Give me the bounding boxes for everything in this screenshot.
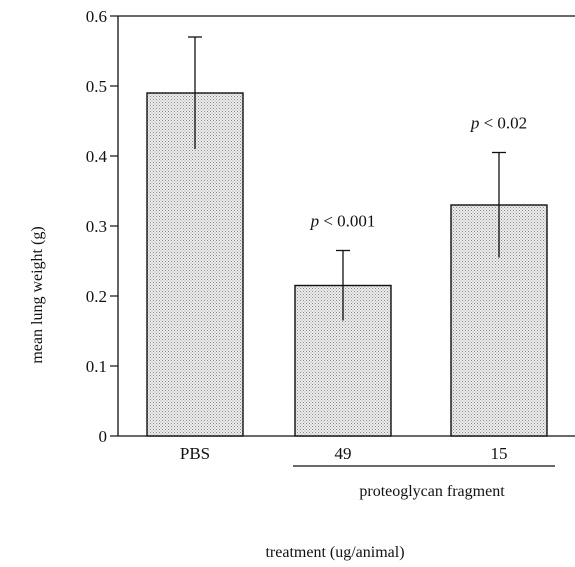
bar-15 — [450, 204, 548, 437]
y-tick-label: 0.5 — [86, 77, 107, 96]
x-tick-label-15: 15 — [491, 444, 508, 463]
y-axis: 0 0.1 0.2 0.3 0.4 0.5 0.6 — [86, 7, 118, 446]
y-tick-label: 0.6 — [86, 7, 107, 26]
y-tick-label: 0 — [99, 427, 108, 446]
x-axis-title: treatment (ug/animal) — [265, 544, 404, 561]
p-value-49: p < 0.001 — [310, 212, 376, 231]
x-tick-label-49: 49 — [335, 444, 352, 463]
error-bars — [188, 36, 506, 321]
y-tick-label: 0.2 — [86, 287, 107, 306]
x-tick-labels: PBS 49 15 — [180, 444, 508, 463]
p-value-text: < 0.02 — [484, 114, 528, 133]
y-tick-label: 0.4 — [86, 147, 108, 166]
y-axis-title: mean lung weight (g) — [29, 226, 46, 363]
p-value-15: p < 0.02 — [470, 114, 527, 133]
y-tick-label: 0.1 — [86, 357, 107, 376]
x-tick-label-pbs: PBS — [180, 444, 210, 463]
group-label: proteoglycan fragment — [359, 483, 505, 500]
p-symbol: p — [310, 212, 324, 231]
p-value-text: < 0.001 — [323, 212, 375, 231]
y-tick-label: 0.3 — [86, 217, 107, 236]
p-symbol: p — [470, 114, 484, 133]
bars — [146, 92, 548, 437]
